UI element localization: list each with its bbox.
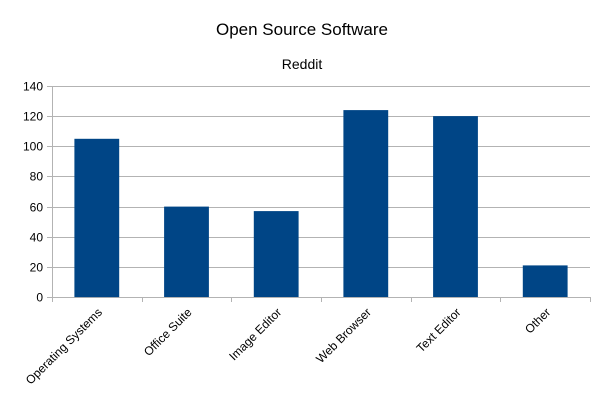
y-tick-label: 140 bbox=[23, 80, 43, 94]
chart-title: Open Source Software bbox=[216, 20, 388, 39]
bar-text-editor bbox=[433, 116, 478, 297]
bar-other bbox=[522, 265, 568, 297]
x-tick-label: Office Suite bbox=[141, 305, 195, 359]
x-tick-label: Operating Systems bbox=[23, 305, 105, 387]
bar-operating-systems bbox=[74, 138, 120, 298]
x-tick-labels: Operating Systems Office Suite Image Edito… bbox=[23, 305, 553, 387]
x-tick-label: Text Editor bbox=[414, 305, 464, 355]
x-tick-label: Other bbox=[522, 305, 553, 336]
gridlines bbox=[52, 86, 590, 268]
y-tick-label: 60 bbox=[30, 201, 44, 215]
bar-web-browser bbox=[343, 110, 389, 297]
y-tick-labels: 0 20 40 60 80 100 120 140 bbox=[23, 80, 43, 305]
x-tick-label: Web Browser bbox=[313, 305, 374, 366]
y-tick-label: 80 bbox=[30, 170, 44, 184]
bar-image-editor bbox=[253, 211, 299, 297]
axes bbox=[47, 86, 591, 302]
chart-subtitle: Reddit bbox=[282, 56, 323, 72]
y-tick-label: 40 bbox=[30, 231, 44, 245]
x-tick-label: Image Editor bbox=[226, 305, 284, 363]
y-tick-label: 100 bbox=[23, 140, 43, 154]
y-tick-label: 20 bbox=[30, 261, 44, 275]
y-tick-label: 0 bbox=[36, 291, 43, 305]
bar-office-suite bbox=[164, 206, 209, 297]
bars bbox=[74, 110, 568, 298]
y-tick-label: 120 bbox=[23, 110, 43, 124]
